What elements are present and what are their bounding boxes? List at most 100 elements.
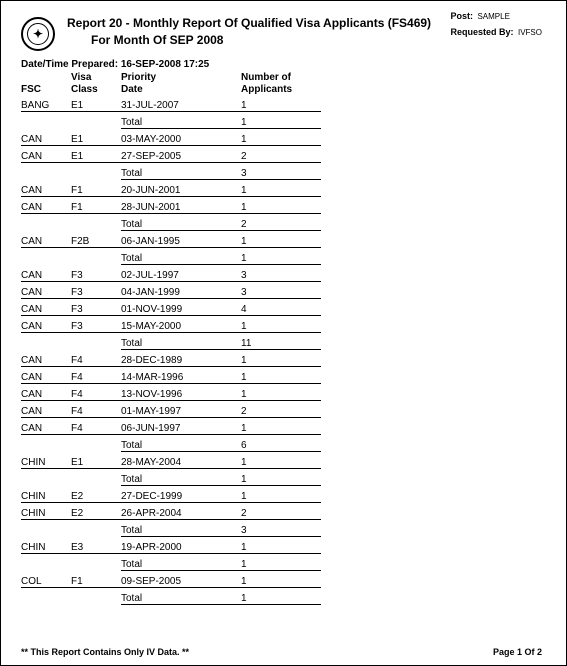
total-value: 3 <box>241 168 321 180</box>
table-row: CANF315-MAY-20001 <box>21 318 351 335</box>
cell-count: 1 <box>241 236 321 248</box>
total-label: Total <box>121 253 241 265</box>
cell-priority-date: 28-DEC-1989 <box>121 355 241 367</box>
total-row: Total1 <box>21 556 351 573</box>
cell-priority-date: 14-MAR-1996 <box>121 372 241 384</box>
cell-priority-date: 06-JAN-1995 <box>121 236 241 248</box>
cell-priority-date: 27-SEP-2005 <box>121 151 241 163</box>
table-row: CHINE226-APR-20042 <box>21 505 351 522</box>
cell-count: 1 <box>241 491 321 503</box>
cell-visa-class: F1 <box>71 202 121 214</box>
cell-priority-date: 01-MAY-1997 <box>121 406 241 418</box>
cell-visa-class: E2 <box>71 508 121 520</box>
cell-visa-class: F3 <box>71 304 121 316</box>
cell-visa-class: F3 <box>71 270 121 282</box>
cell-priority-date: 31-JUL-2007 <box>121 100 241 112</box>
table-header: FSC VisaClass PriorityDate Number ofAppl… <box>21 72 351 97</box>
table-row: CANF414-MAR-19961 <box>21 369 351 386</box>
cell-count: 2 <box>241 406 321 418</box>
table-row: CANF302-JUL-19973 <box>21 267 351 284</box>
cell-priority-date: 28-MAY-2004 <box>121 457 241 469</box>
total-row: Total3 <box>21 522 351 539</box>
cell-fsc: CAN <box>21 321 71 333</box>
table-row: CANE103-MAY-20001 <box>21 131 351 148</box>
cell-count: 1 <box>241 423 321 435</box>
total-value: 1 <box>241 253 321 265</box>
cell-fsc: CAN <box>21 406 71 418</box>
total-value: 1 <box>241 117 321 129</box>
cell-count: 1 <box>241 321 321 333</box>
total-row: Total1 <box>21 114 351 131</box>
cell-priority-date: 06-JUN-1997 <box>121 423 241 435</box>
header-meta: Post: SAMPLE Requested By: IVFSO <box>450 11 542 43</box>
cell-count: 1 <box>241 100 321 112</box>
table-row: CANF128-JUN-20011 <box>21 199 351 216</box>
post-value: SAMPLE <box>477 12 509 21</box>
cell-visa-class: E1 <box>71 457 121 469</box>
total-value: 11 <box>241 338 321 350</box>
table-row: BANGE131-JUL-20071 <box>21 97 351 114</box>
cell-count: 1 <box>241 457 321 469</box>
requested-label: Requested By: <box>450 27 513 37</box>
table-row: COLF109-SEP-20051 <box>21 573 351 590</box>
total-row: Total3 <box>21 165 351 182</box>
total-row: Total1 <box>21 471 351 488</box>
cell-fsc: CAN <box>21 134 71 146</box>
table-row: CANF413-NOV-19961 <box>21 386 351 403</box>
cell-count: 4 <box>241 304 321 316</box>
cell-visa-class: F4 <box>71 406 121 418</box>
total-label: Total <box>121 117 241 129</box>
cell-visa-class: E2 <box>71 491 121 503</box>
cell-count: 1 <box>241 185 321 197</box>
cell-count: 2 <box>241 508 321 520</box>
page-number: Page 1 Of 2 <box>493 647 542 657</box>
cell-priority-date: 28-JUN-2001 <box>121 202 241 214</box>
cell-fsc: CHIN <box>21 491 71 503</box>
total-label: Total <box>121 338 241 350</box>
cell-fsc: CAN <box>21 423 71 435</box>
table-row: CANF428-DEC-19891 <box>21 352 351 369</box>
cell-fsc: CAN <box>21 287 71 299</box>
total-label: Total <box>121 559 241 571</box>
cell-priority-date: 19-APR-2000 <box>121 542 241 554</box>
cell-visa-class: F3 <box>71 321 121 333</box>
table-row: CHINE319-APR-20001 <box>21 539 351 556</box>
cell-count: 2 <box>241 151 321 163</box>
cell-fsc: CAN <box>21 270 71 282</box>
post-label: Post: <box>450 11 473 21</box>
cell-count: 1 <box>241 372 321 384</box>
cell-fsc: COL <box>21 576 71 588</box>
cell-fsc: CAN <box>21 202 71 214</box>
requested-value: IVFSO <box>518 28 542 37</box>
table-row: CANF304-JAN-19993 <box>21 284 351 301</box>
cell-fsc: CAN <box>21 185 71 197</box>
cell-visa-class: E3 <box>71 542 121 554</box>
footer-note: ** This Report Contains Only IV Data. ** <box>21 647 189 657</box>
total-row: Total1 <box>21 250 351 267</box>
table-row: CANF120-JUN-20011 <box>21 182 351 199</box>
data-table: FSC VisaClass PriorityDate Number ofAppl… <box>21 72 351 607</box>
total-row: Total6 <box>21 437 351 454</box>
total-label: Total <box>121 593 241 605</box>
total-label: Total <box>121 525 241 537</box>
total-label: Total <box>121 440 241 452</box>
total-label: Total <box>121 168 241 180</box>
cell-visa-class: F4 <box>71 423 121 435</box>
cell-visa-class: F4 <box>71 372 121 384</box>
total-row: Total1 <box>21 590 351 607</box>
cell-visa-class: E1 <box>71 134 121 146</box>
cell-priority-date: 02-JUL-1997 <box>121 270 241 282</box>
cell-priority-date: 13-NOV-1996 <box>121 389 241 401</box>
col-fsc: FSC <box>21 84 71 96</box>
total-value: 2 <box>241 219 321 231</box>
cell-priority-date: 26-APR-2004 <box>121 508 241 520</box>
cell-count: 1 <box>241 389 321 401</box>
cell-priority-date: 09-SEP-2005 <box>121 576 241 588</box>
total-value: 6 <box>241 440 321 452</box>
table-row: CANE127-SEP-20052 <box>21 148 351 165</box>
total-label: Total <box>121 474 241 486</box>
table-row: CANF301-NOV-19994 <box>21 301 351 318</box>
table-row: CANF401-MAY-19972 <box>21 403 351 420</box>
cell-priority-date: 15-MAY-2000 <box>121 321 241 333</box>
col-visa-class: VisaClass <box>71 72 121 95</box>
